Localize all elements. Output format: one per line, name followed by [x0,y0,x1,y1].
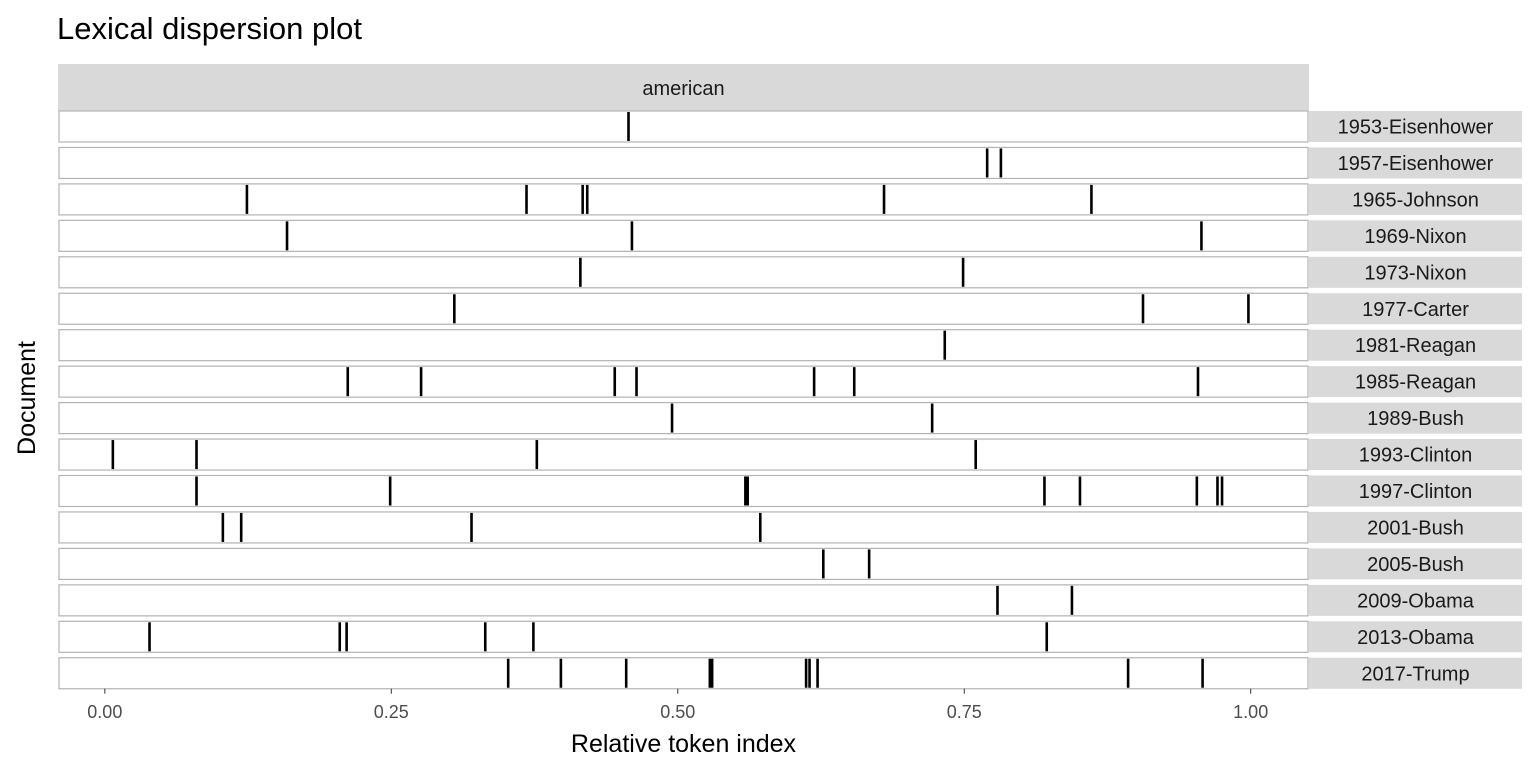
row-strip [1309,402,1522,434]
row-panel [58,657,1309,690]
row-strip [1309,439,1522,471]
document-row: 2013-Obama [58,620,1522,653]
document-label: 1957-Eisenhower [1338,153,1494,175]
document-row: 1993-Clinton [58,438,1522,471]
row-strip [1309,657,1522,689]
row-panel [58,438,1309,471]
row-strip [1309,366,1522,398]
document-row: 2009-Obama [58,584,1522,617]
x-tick-label: 0.25 [374,702,409,722]
x-tick-label: 0.50 [660,702,695,722]
y-axis-title: Document [13,341,41,455]
row-panel [58,329,1309,362]
document-label: 1977-Carter [1362,299,1469,321]
row-panel [58,183,1309,216]
chart-title: Lexical dispersion plot [57,11,362,46]
row-strip [1309,475,1522,507]
facet-label: american [642,78,724,100]
x-axis: 0.00 0.25 0.50 0.75 1.00 [87,688,1268,722]
document-label: 1981-Reagan [1355,335,1476,357]
row-strip [1309,511,1522,543]
document-row: 1957-Eisenhower [58,146,1522,180]
row-panel [58,146,1309,180]
row-panel [58,511,1309,544]
document-row: 1981-Reagan [58,329,1522,362]
document-label: 1985-Reagan [1355,372,1476,394]
document-row: 2005-Bush [58,547,1522,581]
row-strip [1309,183,1522,215]
x-tick-label: 0.75 [947,702,982,722]
row-strip [1309,256,1522,288]
row-strip [1309,293,1522,325]
document-label: 1953-Eisenhower [1338,117,1494,139]
row-strip [1309,621,1522,653]
document-row: 1969-Nixon [58,219,1522,252]
document-label: 2001-Bush [1367,517,1464,539]
document-row: 1989-Bush [58,402,1522,435]
document-label: 1993-Clinton [1359,445,1472,467]
document-label: 2005-Bush [1367,554,1464,576]
document-row: 1985-Reagan [58,365,1522,398]
row-panel [58,110,1309,143]
document-label: 1973-Nixon [1364,262,1466,284]
document-row: 2017-Trump [58,657,1522,690]
row-strip [1309,584,1522,616]
document-label: 1969-Nixon [1364,226,1466,248]
document-row: 1997-Clinton [58,474,1522,508]
document-row: 1965-Johnson [58,183,1522,216]
row-panel [58,474,1309,508]
document-label: 2017-Trump [1361,663,1469,685]
document-label: 2013-Obama [1357,627,1475,649]
document-label: 1997-Clinton [1359,481,1472,503]
row-panel [58,620,1309,653]
row-panel [58,547,1309,581]
document-label: 2009-Obama [1357,590,1475,612]
row-strip [1309,220,1522,252]
x-tick-label: 1.00 [1233,702,1268,722]
document-row: 1973-Nixon [58,256,1522,289]
document-row: 1977-Carter [58,292,1522,325]
row-panel [58,584,1309,617]
document-label: 1989-Bush [1367,408,1464,430]
row-strip [1309,111,1522,142]
row-strip [1309,329,1522,361]
row-panel [58,402,1309,435]
x-tick-label: 0.00 [87,702,122,722]
document-rows: 1953-Eisenhower 1957-Eisenhower 1965-Johns… [58,110,1522,690]
x-axis-title: Relative token index [571,730,797,758]
document-row: 2001-Bush [58,511,1522,544]
row-panel [58,292,1309,325]
row-strip [1309,147,1522,179]
row-panel [58,365,1309,398]
row-strip [1309,548,1522,580]
row-panel [58,219,1309,252]
facet-strip [58,64,1309,111]
document-label: 1965-Johnson [1352,189,1479,211]
document-row: 1953-Eisenhower [58,110,1522,143]
row-panel [58,256,1309,289]
